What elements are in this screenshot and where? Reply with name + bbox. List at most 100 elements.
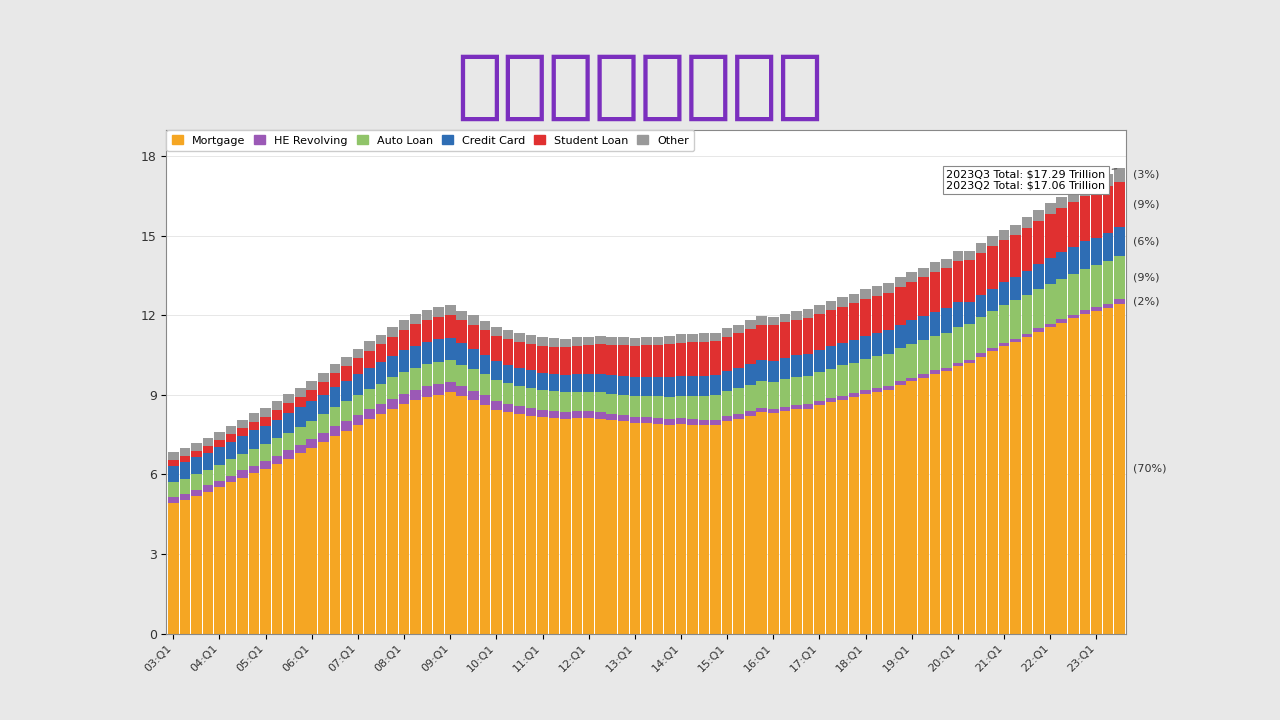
Bar [849,294,859,303]
Bar [283,413,294,433]
Bar [929,374,941,634]
Bar [340,421,352,431]
Bar [584,336,594,345]
Bar [1091,311,1102,634]
Bar [906,320,916,344]
Bar [1079,241,1091,269]
Bar [1079,269,1091,310]
Bar [745,384,755,411]
Bar [664,397,675,419]
Bar [434,339,444,362]
Bar [699,342,709,376]
Bar [872,392,882,634]
Bar [422,310,433,320]
Bar [814,405,824,634]
Bar [883,354,893,386]
Bar [492,327,502,336]
Bar [710,420,721,425]
Bar [860,390,870,394]
Bar [1102,174,1114,186]
Bar [306,439,317,448]
Bar [826,310,836,346]
Bar [860,289,870,299]
Bar [710,333,721,341]
Bar [860,359,870,390]
Bar [237,436,248,454]
Bar [756,316,767,325]
Bar [826,402,836,634]
Bar [434,317,444,339]
Bar [849,340,859,362]
Bar [929,371,941,374]
Bar [664,344,675,377]
Bar [826,346,836,369]
Bar [814,305,824,314]
Bar [260,462,271,469]
Bar [468,391,479,400]
Bar [271,456,283,464]
Bar [745,415,755,634]
Bar [618,346,628,376]
Bar [225,475,237,482]
Bar [1102,304,1114,308]
Bar [780,407,790,411]
Bar [283,433,294,450]
Bar [733,414,744,419]
Bar [168,460,179,466]
Bar [745,320,755,329]
Bar [768,413,778,634]
Bar [607,414,617,420]
Bar [906,381,916,634]
Bar [538,410,548,418]
Bar [768,325,778,361]
Bar [998,282,1010,305]
Bar [411,324,421,346]
Bar [699,396,709,420]
Bar [722,421,732,634]
Bar [445,360,456,382]
Bar [329,426,340,436]
Bar [365,409,375,419]
Bar [237,477,248,634]
Bar [872,388,882,392]
Bar [1091,307,1102,311]
Bar [733,389,744,414]
Bar [1044,284,1056,323]
Bar [399,320,410,330]
Bar [630,417,640,423]
Bar [526,371,536,388]
Bar [952,302,964,327]
Bar [952,251,964,261]
Bar [1033,332,1044,634]
Bar [791,405,801,410]
Bar [352,395,364,415]
Bar [480,354,490,374]
Bar [791,356,801,377]
Bar [329,436,340,634]
Bar [941,308,952,333]
Bar [1079,310,1091,314]
Bar [179,462,191,479]
Bar [837,396,847,400]
Bar [1044,323,1056,327]
Bar [641,377,652,396]
Bar [941,368,952,371]
Bar [445,315,456,338]
Bar [202,470,214,485]
Bar [768,382,778,409]
Bar [202,446,214,453]
Text: (2%): (2%) [1133,297,1160,307]
Bar [515,341,525,367]
Bar [941,258,952,269]
Bar [998,240,1010,282]
Bar [168,503,179,634]
Bar [271,401,283,410]
Bar [480,374,490,395]
Bar [492,361,502,380]
Bar [1079,196,1091,241]
Bar [607,394,617,414]
Bar [584,411,594,418]
Bar [975,356,987,634]
Bar [699,420,709,425]
Bar [584,418,594,634]
